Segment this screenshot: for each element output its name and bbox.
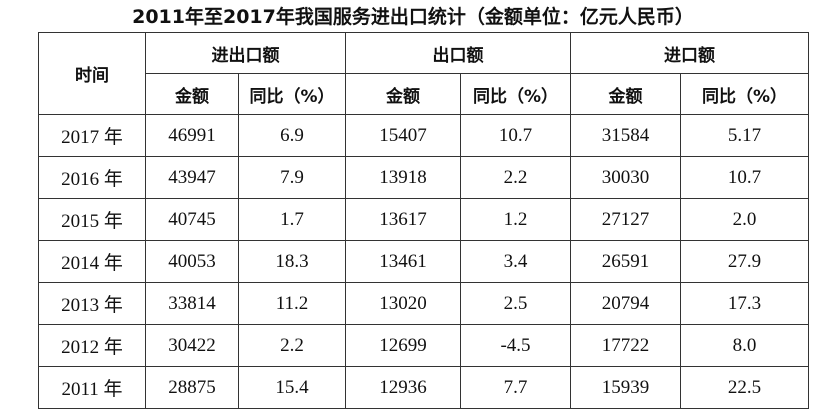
value-cell: 27.9 — [680, 240, 809, 283]
value-cell: 46991 — [145, 114, 239, 157]
value-cell: 20794 — [570, 282, 681, 325]
sub-header: 金额 — [145, 73, 239, 115]
value-cell: 10.7 — [680, 156, 809, 199]
value-cell: 8.0 — [680, 324, 809, 367]
value-cell: 15939 — [570, 366, 681, 409]
value-cell: 40053 — [145, 240, 239, 283]
table-row: 2015 年 40745 1.7 13617 1.2 27127 2.0 — [38, 198, 809, 241]
value-cell: 13617 — [345, 198, 461, 241]
group-header: 出口额 — [345, 32, 571, 74]
value-cell: 12699 — [345, 324, 461, 367]
value-cell: 28875 — [145, 366, 239, 409]
value-cell: 26591 — [570, 240, 681, 283]
value-cell: 5.17 — [680, 114, 809, 157]
value-cell: 2.2 — [238, 324, 346, 367]
table-row: 2014 年 40053 18.3 13461 3.4 26591 27.9 — [38, 240, 809, 283]
table-row: 2012 年 30422 2.2 12699 -4.5 17722 8.0 — [38, 324, 809, 367]
table-row: 2016 年 43947 7.9 13918 2.2 30030 10.7 — [38, 156, 809, 199]
table-row: 2011 年 28875 15.4 12936 7.7 15939 22.5 — [38, 366, 809, 409]
value-cell: 31584 — [570, 114, 681, 157]
group-header: 进出口额 — [145, 32, 346, 74]
value-cell: -4.5 — [460, 324, 571, 367]
value-cell: 13461 — [345, 240, 461, 283]
value-cell: 30422 — [145, 324, 239, 367]
year-cell: 2013 年 — [38, 282, 146, 325]
sub-header: 同比（%） — [460, 73, 571, 115]
sub-header: 金额 — [570, 73, 681, 115]
value-cell: 12936 — [345, 366, 461, 409]
value-cell: 43947 — [145, 156, 239, 199]
value-cell: 3.4 — [460, 240, 571, 283]
year-cell: 2015 年 — [38, 198, 146, 241]
year-cell: 2014 年 — [38, 240, 146, 283]
value-cell: 18.3 — [238, 240, 346, 283]
sub-header: 金额 — [345, 73, 461, 115]
value-cell: 13918 — [345, 156, 461, 199]
value-cell: 30030 — [570, 156, 681, 199]
year-cell: 2017 年 — [38, 114, 146, 157]
table-title: 2011年至2017年我国服务进出口统计（金额单位：亿元人民币） — [132, 6, 694, 28]
value-cell: 7.7 — [460, 366, 571, 409]
year-cell: 2011 年 — [38, 366, 146, 409]
value-cell: 22.5 — [680, 366, 809, 409]
table-row: 2017 年 46991 6.9 15407 10.7 31584 5.17 — [38, 114, 809, 157]
value-cell: 7.9 — [238, 156, 346, 199]
value-cell: 10.7 — [460, 114, 571, 157]
value-cell: 2.5 — [460, 282, 571, 325]
value-cell: 11.2 — [238, 282, 346, 325]
value-cell: 2.2 — [460, 156, 571, 199]
value-cell: 17722 — [570, 324, 681, 367]
value-cell: 33814 — [145, 282, 239, 325]
value-cell: 40745 — [145, 198, 239, 241]
value-cell: 17.3 — [680, 282, 809, 325]
corner-header: 时间 — [38, 32, 146, 115]
value-cell: 1.2 — [460, 198, 571, 241]
value-cell: 6.9 — [238, 114, 346, 157]
value-cell: 1.7 — [238, 198, 346, 241]
sub-header: 同比（%） — [680, 73, 809, 115]
value-cell: 2.0 — [680, 198, 809, 241]
year-cell: 2016 年 — [38, 156, 146, 199]
table-row: 时间 进出口额 出口额 进口额 — [38, 32, 809, 115]
value-cell: 15407 — [345, 114, 461, 157]
value-cell: 13020 — [345, 282, 461, 325]
year-cell: 2012 年 — [38, 324, 146, 367]
table-row: 2013 年 33814 11.2 13020 2.5 20794 17.3 — [38, 282, 809, 325]
value-cell: 15.4 — [238, 366, 346, 409]
sub-header: 同比（%） — [238, 73, 346, 115]
value-cell: 27127 — [570, 198, 681, 241]
table-row: 金额 同比（%） 金额 同比（%） 金额 同比（%） — [39, 73, 809, 115]
group-header: 进口额 — [570, 32, 809, 74]
